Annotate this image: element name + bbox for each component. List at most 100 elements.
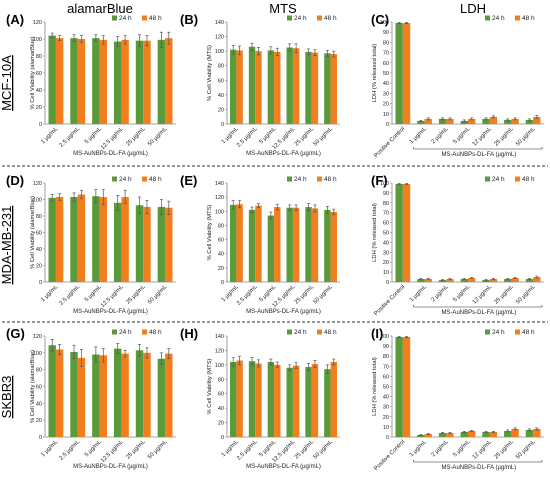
y-tick-label: 10 [383, 425, 389, 431]
y-axis-title: LDH (% released total) [372, 357, 378, 416]
bar-48h [533, 277, 541, 282]
x-tick-label-group: 50 µg/mL [313, 284, 335, 306]
y-tick-label: 100 [380, 20, 389, 26]
panel-label: (C) [371, 12, 389, 27]
y-tick-label: 40 [36, 247, 42, 253]
y-tick-label: 100 [215, 49, 224, 55]
x-tick-label: 25 µg/mL [493, 284, 515, 306]
bar-24h [286, 367, 293, 437]
legend-swatch [112, 329, 117, 335]
bar-48h [165, 207, 173, 282]
x-axis-title: MS-AuNBPs-DL-FA (µg/mL) [441, 152, 516, 158]
bar-24h [113, 202, 122, 282]
x-tick-label-group: 12 µg/mL [472, 439, 494, 461]
y-tick-label: 100 [33, 351, 42, 357]
x-axis-title: MS-AuNBPs-DL-FA (µg/mL) [73, 464, 148, 470]
bar-24h [135, 40, 144, 125]
y-axis-title-text: % Cell Viability (MTS) [207, 358, 213, 414]
chart-D: (D) 0 20 40 60 80 100 120 % Cell Viability (alam… [6, 173, 176, 315]
x-tick-label-group: 50 µg/mL [147, 284, 169, 306]
bar-24h [135, 205, 144, 282]
x-tick-label-group: 50 µg/mL [515, 284, 537, 306]
y-tick-label: 90 [383, 191, 389, 197]
legend-swatch [485, 15, 490, 21]
x-tick-label: 50 µg/mL [147, 126, 169, 148]
y-tick-label: 70 [383, 211, 389, 217]
y-tick-label: 0 [39, 122, 42, 128]
x-tick-label: Positive Control [373, 439, 406, 472]
bar-24h [482, 118, 490, 124]
y-axis-title-text: % Cell Viability (MTS) [207, 45, 213, 101]
y-axis-title: % Cell Viability (MTS) [207, 204, 213, 260]
y-tick-label: 0 [39, 435, 42, 441]
x-tick-label-group: 5 µg/mL [84, 284, 104, 304]
x-tick-label-group: 12 µg/mL [472, 126, 494, 148]
x-tick-label: 12 µg/mL [472, 284, 494, 306]
legend-swatch [142, 176, 147, 182]
bar-48h [55, 197, 64, 282]
row-label-text: SKBR3 [0, 376, 14, 419]
chart-H: (H) 0 20 40 60 80 100 120 140 % Cell Viability (M… [180, 326, 340, 470]
y-tick-label: 20 [383, 260, 389, 266]
bar-24h [395, 183, 403, 282]
bar-48h [511, 428, 519, 437]
bar-48h [236, 204, 243, 282]
y-tick-label: 40 [218, 93, 224, 99]
y-axis-title-text: % Cell Viability (alamarBlue) [30, 36, 36, 109]
x-tick-label-group: 5 µg/mL [452, 284, 472, 304]
bar-48h [468, 278, 476, 282]
x-tick-label: 2.5 µg/mL [59, 126, 82, 149]
bar-48h [143, 352, 151, 437]
legend-swatch [317, 176, 322, 182]
legend-swatch [485, 329, 490, 335]
row-label-text: MCF-10A [0, 55, 14, 111]
y-tick-label: 10 [383, 112, 389, 118]
x-tick-label: 25 µg/mL [125, 126, 147, 148]
y-tick-label: 120 [33, 20, 42, 26]
bar-48h [255, 205, 262, 282]
legend-label: 48 h [522, 329, 535, 336]
y-tick-label: 0 [221, 122, 224, 128]
x-tick-label: Positive Control [373, 126, 406, 159]
panel-label: (F) [371, 173, 388, 188]
column-header-0: alamarBlue [67, 1, 133, 16]
chart-C: (C) 0 10 20 30 40 50 60 70 80 90 100 LDH (% released… [371, 12, 544, 159]
y-tick-label: 80 [218, 223, 224, 229]
x-tick-label-group: 25 µg/mL [125, 439, 147, 461]
x-tick-label-group: 25 µg/mL [493, 439, 515, 461]
bar-48h [99, 39, 108, 124]
x-tick-label: 50 µg/mL [313, 439, 335, 461]
legend-swatch [112, 176, 117, 182]
x-tick-label: 1 µg/mL [40, 126, 60, 146]
y-tick-label: 40 [383, 395, 389, 401]
y-tick-label: 0 [221, 435, 224, 441]
x-tick-label-group: 25 µg/mL [125, 284, 147, 306]
bar-24h [113, 348, 122, 437]
bar-48h [77, 194, 86, 282]
bar-48h [489, 279, 498, 282]
y-tick-label: 80 [383, 201, 389, 207]
y-axis-title: % Cell Viability (MTS) [207, 45, 213, 101]
x-tick-label: 5 µg/mL [452, 126, 472, 146]
panel-label: (A) [6, 12, 24, 27]
x-tick-label: 50 µg/mL [515, 284, 537, 306]
y-tick-label: 100 [215, 209, 224, 215]
y-axis-title: % Cell Viability (alamarBlue) [30, 196, 36, 269]
x-tick-label-group: 25 µg/mL [125, 126, 147, 148]
x-tick-label-group: 12.5 µg/mL [100, 126, 125, 151]
x-axis-title: MS-AuNBPs-DL-FA (µg/mL) [246, 309, 321, 315]
x-axis-title: MS-AuNBPs-DL-FA (µg/mL) [441, 310, 516, 316]
x-tick-label: 12.5 µg/mL [100, 126, 125, 151]
legend-swatch [142, 15, 147, 21]
bar-48h [402, 183, 411, 282]
bar-24h [417, 434, 425, 437]
bar-48h [446, 279, 454, 282]
legend-label: 24 h [492, 329, 505, 336]
y-tick-label: 100 [33, 198, 42, 204]
x-tick-label-group: 25 µg/mL [493, 284, 515, 306]
bar-24h [286, 207, 293, 282]
y-tick-label: 40 [383, 240, 389, 246]
bar-48h [55, 38, 64, 124]
bar-48h [274, 51, 281, 124]
x-tick-label-group: Positive Control [373, 126, 406, 159]
